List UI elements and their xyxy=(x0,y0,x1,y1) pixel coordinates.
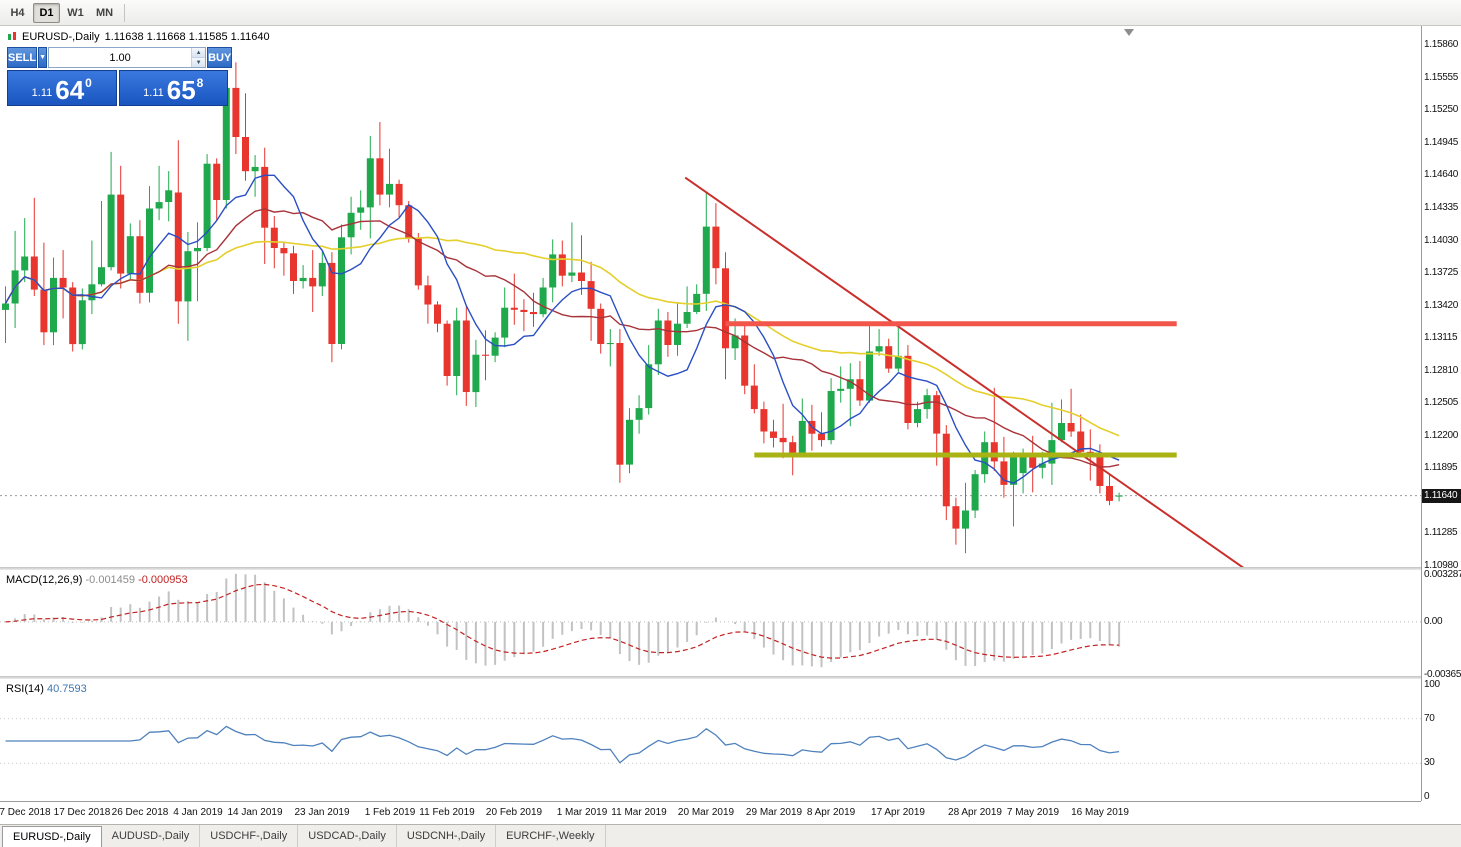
buy-price-big-digits: 65 xyxy=(166,75,196,105)
macd-main-value: -0.001459 xyxy=(85,574,136,586)
time-axis-label: 1 Mar 2019 xyxy=(556,807,608,818)
price-axis-label: 1.14945 xyxy=(1424,137,1459,148)
chart-shift-marker[interactable] xyxy=(1124,29,1134,36)
buy-price-display[interactable]: 1.11 65 8 xyxy=(118,70,228,106)
time-axis-label: 17 Apr 2019 xyxy=(871,807,925,818)
sell-price-pipette: 0 xyxy=(85,76,92,90)
time-axis-label: 26 Dec 2018 xyxy=(111,807,169,818)
macd-indicator-pane[interactable] xyxy=(0,570,1421,676)
time-axis-label: 14 Jan 2019 xyxy=(227,807,283,818)
pane-separator[interactable] xyxy=(0,676,1461,679)
macd-axis-label: 0.003287 xyxy=(1424,569,1461,580)
rsi-value: 40.7593 xyxy=(46,683,87,695)
time-axis-label: 7 Dec 2018 xyxy=(0,807,51,818)
time-axis-label: 8 Apr 2019 xyxy=(806,807,856,818)
rsi-axis-label: 30 xyxy=(1424,757,1435,768)
time-axis-label: 23 Jan 2019 xyxy=(294,807,350,818)
price-axis-label: 1.11285 xyxy=(1424,527,1458,538)
timeframe-button-w1[interactable]: W1 xyxy=(67,6,84,19)
time-axis-label: 28 Apr 2019 xyxy=(948,807,1002,818)
rsi-axis-label: 0 xyxy=(1424,791,1430,802)
chart-header: EURUSD-,Daily 1.11638 1.11668 1.11585 1.… xyxy=(7,31,270,43)
buy-price-pipette: 8 xyxy=(196,76,204,90)
time-axis: 7 Dec 2018 17 Dec 2018 26 Dec 2018 4 Jan 20… xyxy=(0,801,1421,824)
time-axis-label: 20 Mar 2019 xyxy=(677,807,735,818)
current-price-tag: 1.11640 xyxy=(1422,489,1461,503)
lot-size-input[interactable] xyxy=(49,48,192,67)
candlestick-chart[interactable] xyxy=(0,26,1421,567)
macd-label: MACD(12,26,9) -0.001459 -0.000953 xyxy=(6,574,188,586)
sell-price-big-digits: 64 xyxy=(55,75,85,105)
rsi-label: RSI(14) 40.7593 xyxy=(6,683,87,695)
sell-button[interactable]: SELL xyxy=(7,47,38,68)
time-axis-label: 11 Mar 2019 xyxy=(611,807,667,818)
tab-usdcad-daily[interactable]: USDCAD-,Daily xyxy=(298,825,397,847)
time-axis-label: 20 Feb 2019 xyxy=(485,807,543,818)
one-click-trading-panel: SELL ▼ ▲ ▼ BUY 1.11 64 0 1.11 65 8 xyxy=(7,47,233,106)
lot-decrease-button[interactable]: ▼ xyxy=(192,58,206,67)
price-axis-label: 1.15860 xyxy=(1424,39,1459,50)
lot-increase-button[interactable]: ▲ xyxy=(192,48,206,58)
buy-button[interactable]: BUY xyxy=(207,47,233,68)
time-axis-label: 16 May 2019 xyxy=(1071,807,1129,818)
sell-price-handle: 1.11 xyxy=(31,87,53,99)
tab-eurusd-daily[interactable]: EURUSD-,Daily xyxy=(2,826,102,847)
toolbar-separator xyxy=(124,3,125,22)
rsi-axis-label: 100 xyxy=(1424,679,1440,690)
price-axis-label: 1.15250 xyxy=(1424,104,1459,115)
price-axis-label: 1.13725 xyxy=(1424,267,1459,278)
price-axis: 1.11640 1.15860 1.15555 1.15250 1.14945 1.14… xyxy=(1421,26,1461,802)
macd-axis-label: -0.003659 xyxy=(1424,669,1461,680)
price-axis-label: 1.14030 xyxy=(1424,235,1459,246)
tab-eurchf-weekly[interactable]: EURCHF-,Weekly xyxy=(496,825,606,847)
tab-usdcnh-daily[interactable]: USDCNH-,Daily xyxy=(397,825,497,847)
tab-usdchf-daily[interactable]: USDCHF-,Daily xyxy=(200,825,299,847)
timeframe-button-h4[interactable]: H4 xyxy=(10,6,25,19)
price-axis-label: 1.10980 xyxy=(1424,560,1459,571)
time-axis-label: 17 Dec 2018 xyxy=(53,807,111,818)
lot-spinner: ▲ ▼ xyxy=(191,48,206,67)
timeframe-button-d1[interactable]: D1 xyxy=(33,2,60,23)
tab-audusd-daily[interactable]: AUDUSD-,Daily xyxy=(102,825,201,847)
timeframe-toolbar: H4 D1 W1 MN xyxy=(0,0,1461,26)
rsi-indicator-pane[interactable] xyxy=(0,679,1421,801)
rsi-axis-label: 70 xyxy=(1424,713,1435,724)
time-axis-label: 29 Mar 2019 xyxy=(745,807,803,818)
buy-price-handle: 1.11 xyxy=(143,87,164,99)
macd-axis-label: 0.00 xyxy=(1424,616,1443,627)
chart-tab-bar: EURUSD-,Daily AUDUSD-,Daily USDCHF-,Daily U… xyxy=(0,824,1461,847)
price-axis-label: 1.14640 xyxy=(1424,169,1459,180)
macd-name: MACD(12,26,9) xyxy=(6,574,83,586)
macd-signal-value: -0.000953 xyxy=(138,574,188,586)
time-axis-label: 7 May 2019 xyxy=(1006,807,1060,818)
time-axis-label: 4 Jan 2019 xyxy=(173,807,223,818)
sell-price-display[interactable]: 1.11 64 0 xyxy=(7,70,117,106)
timeframe-button-mn[interactable]: MN xyxy=(95,6,114,19)
price-axis-label: 1.14335 xyxy=(1424,202,1459,213)
lot-size-field: ▲ ▼ xyxy=(48,47,207,68)
time-axis-label: 1 Feb 2019 xyxy=(364,807,416,818)
price-axis-label: 1.11895 xyxy=(1424,462,1458,473)
time-axis-label: 11 Feb 2019 xyxy=(419,807,475,818)
price-axis-label: 1.13420 xyxy=(1424,300,1459,311)
rsi-name: RSI(14) xyxy=(6,683,44,695)
chart-icon xyxy=(7,32,17,42)
chart-symbol-period: EURUSD-,Daily xyxy=(22,31,100,43)
pane-separator[interactable] xyxy=(0,567,1461,570)
price-axis-label: 1.13115 xyxy=(1424,332,1458,343)
price-axis-label: 1.12505 xyxy=(1424,397,1459,408)
timeframe-buttons: H4 D1 W1 MN xyxy=(4,2,118,23)
lot-dropdown-button[interactable]: ▼ xyxy=(38,47,48,68)
price-axis-label: 1.15555 xyxy=(1424,72,1459,83)
price-axis-label: 1.12200 xyxy=(1424,430,1459,441)
chart-ohlc-values: 1.11638 1.11668 1.11585 1.11640 xyxy=(104,31,270,43)
price-axis-label: 1.12810 xyxy=(1424,365,1459,376)
